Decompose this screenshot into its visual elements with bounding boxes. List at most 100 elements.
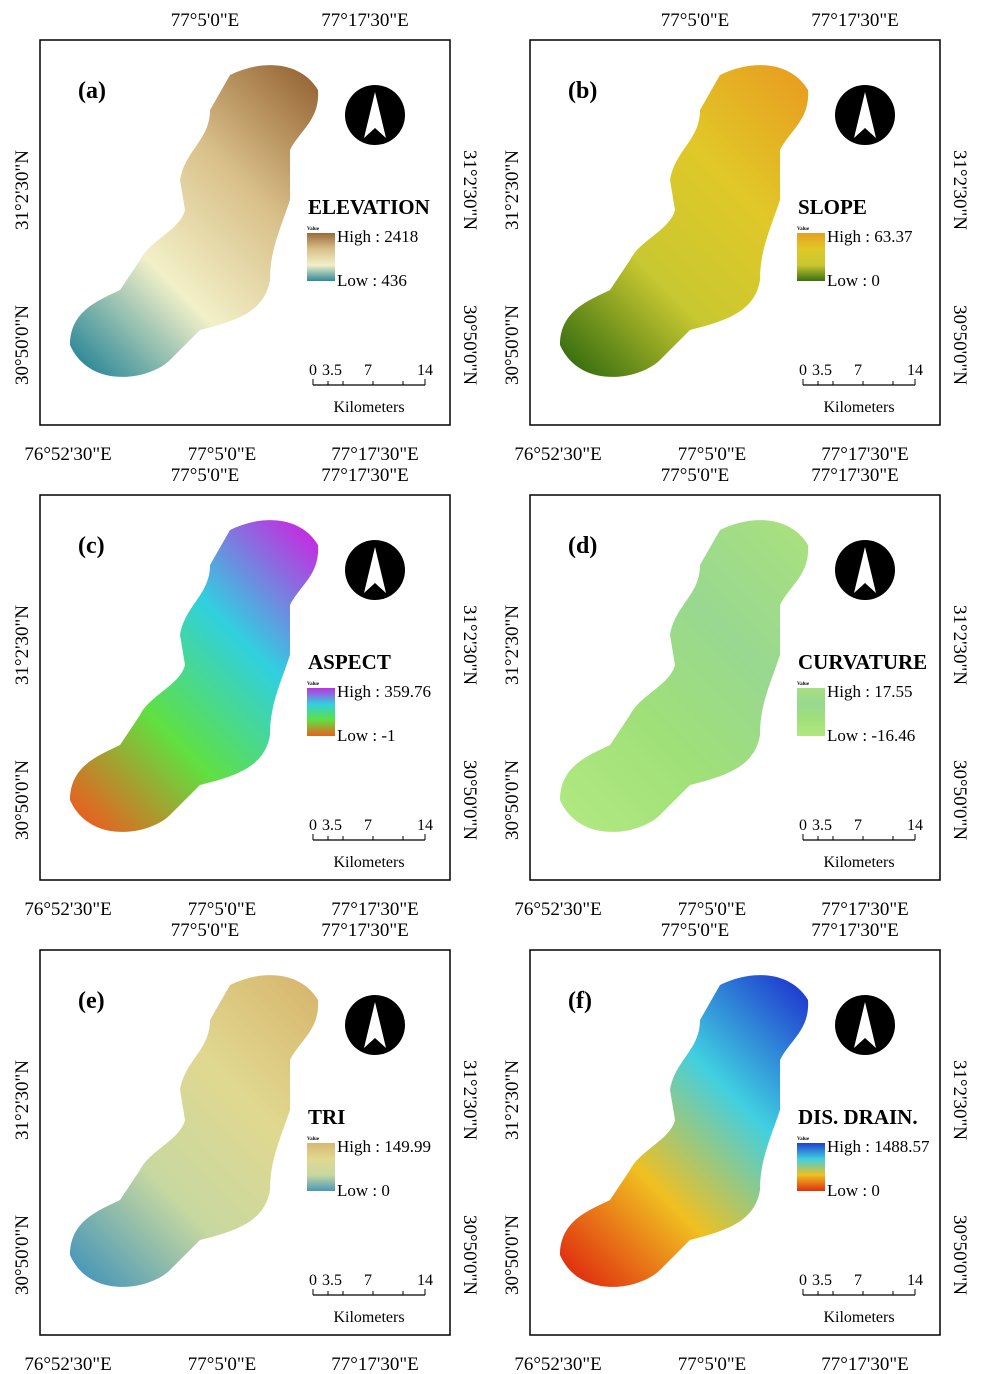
- legend-title: DIS. DRAIN.: [798, 1105, 918, 1129]
- scale-unit: Kilometers: [333, 1309, 404, 1326]
- top-coordinate: 77°17'30"E: [321, 465, 408, 486]
- left-coordinate: 31°2'30"N: [502, 1060, 523, 1140]
- panel-label: (f): [568, 988, 592, 1014]
- scale-label: 3.5: [812, 817, 832, 834]
- top-coordinate: 77°17'30"E: [321, 10, 408, 31]
- scale-unit: Kilometers: [823, 399, 894, 416]
- top-coordinate: 77°5'0"E: [661, 10, 729, 31]
- scale-label: 14: [417, 362, 433, 379]
- left-coordinate: 31°2'30"N: [12, 605, 33, 685]
- legend-colorbar: [307, 1143, 335, 1191]
- right-coordinate: 30°50'0"N: [949, 305, 970, 385]
- bottom-coordinate: 77°17'30"E: [331, 444, 418, 465]
- left-coordinate: 30°50'0"N: [502, 760, 523, 840]
- bottom-coordinate: 77°5'0"E: [188, 1354, 256, 1374]
- scale-label: 14: [417, 817, 433, 834]
- legend-colorbar: [797, 1143, 825, 1191]
- scale-unit: Kilometers: [823, 1309, 894, 1326]
- left-coordinate: 30°50'0"N: [12, 1215, 33, 1295]
- bottom-coordinate: 76°52'30"E: [514, 899, 601, 920]
- scale-label: 7: [854, 362, 862, 379]
- bottom-coordinate: 76°52'30"E: [24, 444, 111, 465]
- figure: (a) ELEVATION Value High : 2418 Low : 436 0 3.…: [0, 0, 983, 1374]
- scale-label: 0: [309, 362, 317, 379]
- bottom-coordinate: 76°52'30"E: [24, 899, 111, 920]
- legend-high: High : 2418: [337, 227, 418, 246]
- scale-label: 14: [907, 817, 923, 834]
- legend-title: ASPECT: [308, 650, 391, 674]
- scale-unit: Kilometers: [333, 854, 404, 871]
- scale-label: 7: [854, 1272, 862, 1289]
- scale-label: 7: [364, 1272, 372, 1289]
- panel-label: (e): [78, 988, 105, 1014]
- legend-title: TRI: [308, 1105, 345, 1129]
- scale-unit: Kilometers: [823, 854, 894, 871]
- top-coordinate: 77°5'0"E: [661, 465, 729, 486]
- legend-title: ELEVATION: [308, 195, 430, 219]
- legend-title: CURVATURE: [798, 650, 927, 674]
- bottom-coordinate: 77°5'0"E: [188, 899, 256, 920]
- scale-label: 7: [854, 817, 862, 834]
- scale-label: 0: [309, 1272, 317, 1289]
- right-coordinate: 30°50'0"N: [459, 1215, 480, 1295]
- legend-heading: Value: [307, 227, 320, 232]
- legend-high: High : 17.55: [827, 682, 912, 701]
- legend-high: High : 149.99: [337, 1137, 431, 1156]
- scale-label: 14: [907, 362, 923, 379]
- scale-label: 0: [309, 817, 317, 834]
- top-coordinate: 77°5'0"E: [171, 465, 239, 486]
- scale-label: 14: [417, 1272, 433, 1289]
- bottom-coordinate: 77°17'30"E: [331, 899, 418, 920]
- scale-label: 3.5: [812, 1272, 832, 1289]
- legend-heading: Value: [307, 682, 320, 687]
- left-coordinate: 31°2'30"N: [12, 150, 33, 230]
- right-coordinate: 31°2'30"N: [459, 605, 480, 685]
- legend-colorbar: [307, 688, 335, 736]
- bottom-coordinate: 77°17'30"E: [331, 1354, 418, 1374]
- top-coordinate: 77°17'30"E: [811, 920, 898, 941]
- right-coordinate: 30°50'0"N: [949, 760, 970, 840]
- bottom-coordinate: 77°17'30"E: [821, 1354, 908, 1374]
- scale-label: 3.5: [322, 362, 342, 379]
- legend-low: Low : 0: [827, 1181, 880, 1200]
- panel-label: (a): [78, 78, 106, 104]
- scale-label: 0: [799, 362, 807, 379]
- legend-low: Low : -16.46: [827, 726, 915, 745]
- top-coordinate: 77°5'0"E: [171, 10, 239, 31]
- scale-label: 7: [364, 362, 372, 379]
- right-coordinate: 31°2'30"N: [949, 150, 970, 230]
- legend-heading: Value: [797, 682, 810, 687]
- bottom-coordinate: 77°5'0"E: [678, 444, 746, 465]
- left-coordinate: 30°50'0"N: [502, 1215, 523, 1295]
- legend-colorbar: [797, 688, 825, 736]
- map-panel: (e)TRIValueHigh : 149.99Low : 003.5714Ki…: [12, 920, 480, 1374]
- scale-label: 0: [799, 1272, 807, 1289]
- legend-high: High : 1488.57: [827, 1137, 930, 1156]
- left-coordinate: 31°2'30"N: [502, 150, 523, 230]
- bottom-coordinate: 77°17'30"E: [821, 444, 908, 465]
- scale-unit: Kilometers: [333, 399, 404, 416]
- panel-label: (c): [78, 533, 105, 559]
- legend-heading: Value: [797, 1137, 810, 1142]
- right-coordinate: 31°2'30"N: [459, 1060, 480, 1140]
- left-coordinate: 31°2'30"N: [502, 605, 523, 685]
- top-coordinate: 77°5'0"E: [171, 920, 239, 941]
- right-coordinate: 31°2'30"N: [949, 1060, 970, 1140]
- top-coordinate: 77°17'30"E: [811, 465, 898, 486]
- legend-low: Low : -1: [337, 726, 396, 745]
- legend-heading: Value: [307, 1137, 320, 1142]
- bottom-coordinate: 76°52'30"E: [24, 1354, 111, 1374]
- scale-label: 7: [364, 817, 372, 834]
- left-coordinate: 30°50'0"N: [12, 305, 33, 385]
- legend-colorbar: [797, 233, 825, 281]
- scale-label: 3.5: [322, 817, 342, 834]
- panel-label: (b): [568, 78, 597, 104]
- right-coordinate: 31°2'30"N: [949, 605, 970, 685]
- right-coordinate: 31°2'30"N: [459, 150, 480, 230]
- legend-low: Low : 0: [827, 271, 880, 290]
- left-coordinate: 30°50'0"N: [502, 305, 523, 385]
- legend-low: Low : 436: [337, 271, 407, 290]
- bottom-coordinate: 77°17'30"E: [821, 899, 908, 920]
